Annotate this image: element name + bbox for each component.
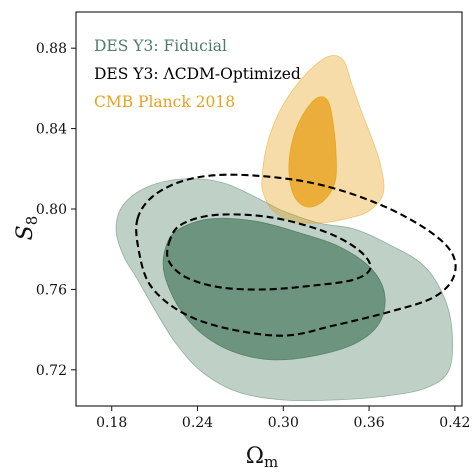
x-tick-label: 0.30	[268, 415, 299, 431]
legend-entry-des-fiducial: DES Y3: Fiducial	[94, 37, 227, 55]
x-tick-label: 0.24	[182, 415, 213, 431]
x-tick-label: 0.18	[96, 415, 127, 431]
des-lcdm-optimized-contour-95	[135, 173, 457, 337]
y-tick-label: 0.88	[36, 41, 67, 57]
y-tick-label: 0.84	[36, 122, 67, 138]
y-tick-label: 0.72	[36, 363, 67, 379]
cmb-planck-contour-68	[288, 96, 337, 208]
y-axis-label-subscript: 8	[23, 216, 41, 226]
legend-entry-des-lcdm-optimized: DES Y3: ΛCDM-Optimized	[94, 65, 301, 83]
x-tick-label: 0.36	[353, 415, 384, 431]
x-tick-label: 0.42	[439, 415, 470, 431]
x-axis-label-main: Ω	[246, 444, 264, 469]
y-tick-label: 0.80	[36, 202, 67, 218]
y-axis-label-main: S	[13, 225, 38, 240]
legend-entry-cmb-planck: CMB Planck 2018	[94, 93, 235, 111]
y-tick-label: 0.76	[36, 282, 67, 298]
des-lcdm-optimized-contour-68	[166, 213, 372, 291]
tick-layer: 0.18 0.24 0.30 0.36 0.42 0.72 0.76 0.80 0.84 0.88	[36, 41, 471, 431]
contour-layer	[115, 54, 457, 402]
x-axis-label: Ωm	[246, 444, 278, 471]
x-axis-label-subscript: m	[264, 453, 278, 471]
y-axis-label: S8	[13, 216, 41, 241]
